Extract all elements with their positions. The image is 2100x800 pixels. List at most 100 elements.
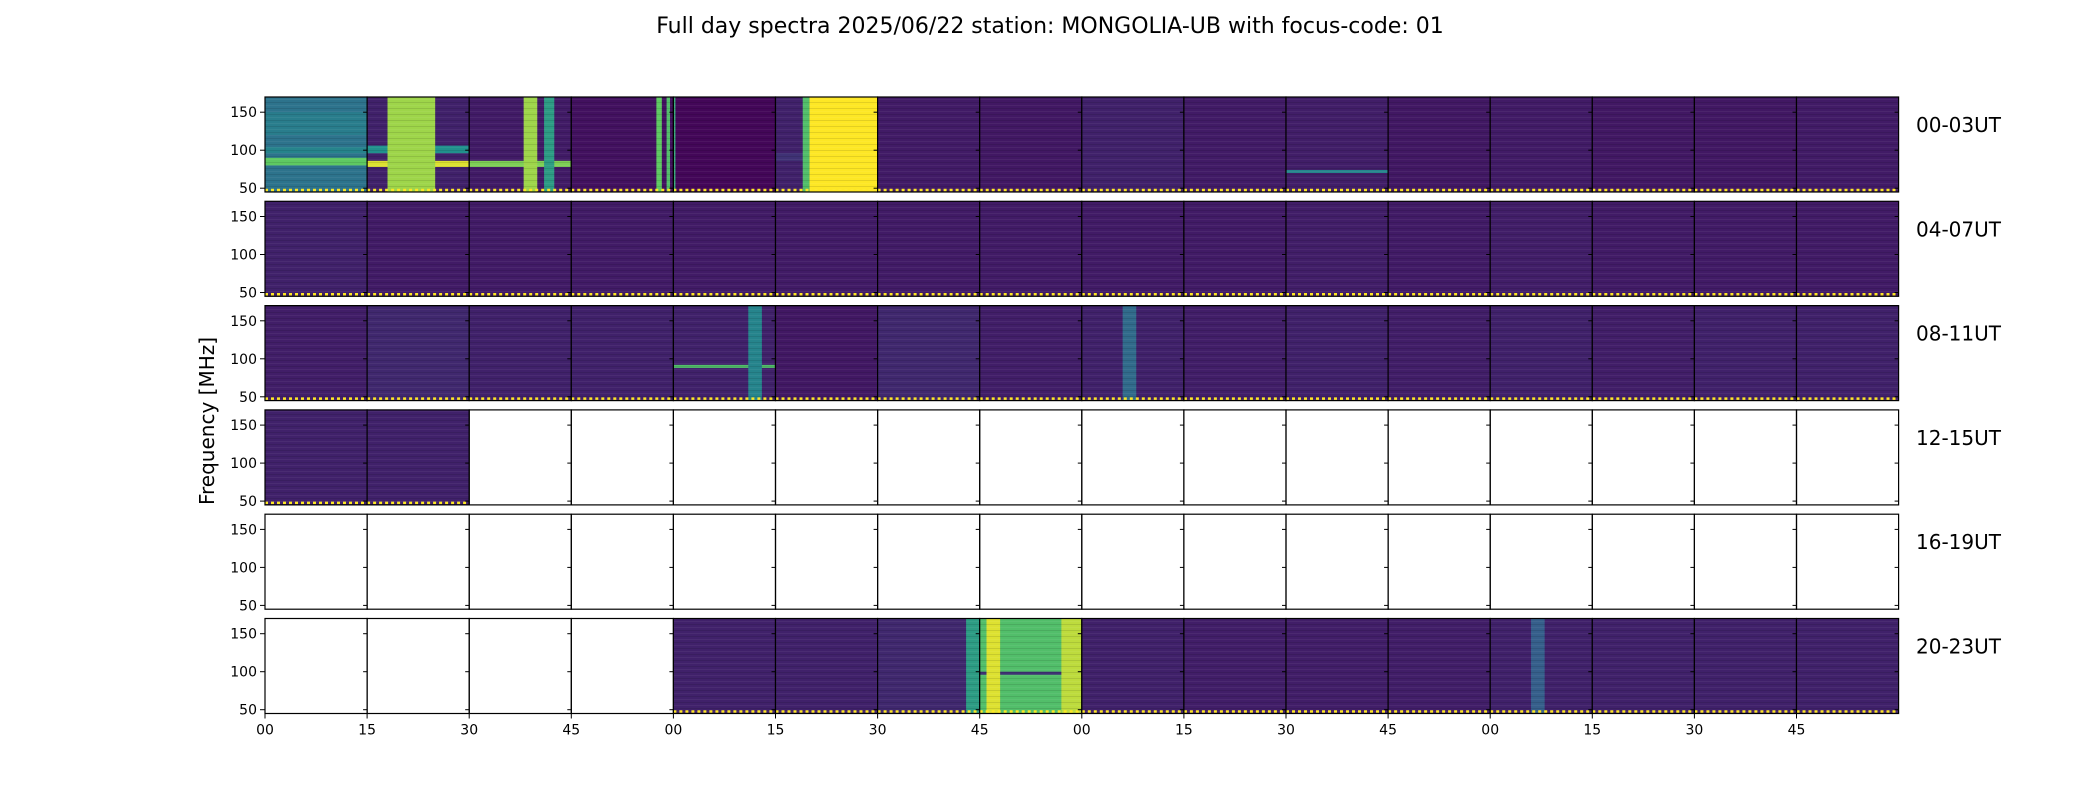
spectrum-panel bbox=[876, 96, 981, 193]
spectrum-texture bbox=[1592, 97, 1695, 192]
spectrum-texture bbox=[1081, 305, 1184, 401]
spectrum-texture bbox=[1183, 201, 1286, 297]
spectrum-texture bbox=[1796, 618, 1899, 714]
x-tick-label: 00 bbox=[1481, 723, 1499, 739]
spectrum-panel bbox=[1591, 513, 1696, 610]
spectrum-panel bbox=[468, 305, 572, 402]
panel-frame bbox=[1183, 513, 1287, 610]
panel-frame bbox=[570, 409, 674, 506]
spectrum-texture bbox=[1490, 201, 1593, 297]
panel-frame bbox=[264, 513, 368, 610]
spectrum-panel bbox=[468, 96, 572, 193]
spectrum-texture bbox=[571, 201, 674, 297]
spectrum-panel bbox=[1081, 200, 1185, 297]
spectrum-texture bbox=[367, 305, 470, 401]
panel-frame bbox=[1795, 513, 1900, 610]
spectrum-panel bbox=[1183, 96, 1287, 193]
row-time-label: 16-19UT bbox=[1916, 530, 2002, 554]
spectrum-panel bbox=[570, 617, 674, 715]
spectrum-panel bbox=[979, 409, 1083, 506]
spectrum-texture bbox=[1286, 97, 1389, 192]
spectrum-panel bbox=[366, 96, 470, 193]
spectrum-panel bbox=[1183, 200, 1287, 297]
figure-title: Full day spectra 2025/06/22 station: MON… bbox=[656, 14, 1444, 39]
spectrum-panel bbox=[1183, 409, 1287, 506]
y-tick-label: 150 bbox=[230, 418, 257, 434]
row-time-label: 20-23UT bbox=[1916, 635, 2002, 659]
spectrum-panel bbox=[876, 513, 981, 610]
y-tick-label: 50 bbox=[239, 390, 257, 406]
spectrum-texture bbox=[1694, 201, 1797, 297]
spectrum-panel bbox=[264, 305, 368, 402]
spectrum-panel bbox=[672, 409, 777, 506]
spectrum-panel bbox=[366, 305, 470, 402]
y-tick-label: 100 bbox=[230, 560, 257, 576]
spectrum-panel bbox=[774, 200, 879, 297]
x-tick-label: 30 bbox=[869, 723, 887, 739]
panel-frame bbox=[1081, 409, 1185, 506]
spectrum-texture bbox=[1081, 618, 1184, 714]
panel-frame bbox=[1795, 409, 1900, 506]
spectrum-texture bbox=[1286, 201, 1389, 297]
spectrum-panel bbox=[672, 96, 777, 193]
spectrum-panel bbox=[1387, 409, 1491, 506]
spectrum-texture bbox=[367, 97, 470, 192]
spectrum-panel bbox=[1285, 96, 1389, 193]
y-axis-label: Frequency [MHz] bbox=[195, 337, 219, 505]
spectrum-texture bbox=[469, 201, 572, 297]
spectrum-panel bbox=[1081, 617, 1185, 715]
spectrum-texture bbox=[1081, 97, 1184, 192]
spectrum-texture bbox=[877, 97, 980, 192]
panel-frame bbox=[876, 409, 981, 506]
spectrum-panel bbox=[876, 617, 981, 715]
panel-frame bbox=[979, 513, 1083, 610]
spectrum-panel bbox=[876, 200, 981, 297]
spectrum-panel bbox=[570, 200, 674, 297]
spectrum-texture bbox=[1286, 618, 1389, 714]
spectrum-texture bbox=[469, 305, 572, 401]
spectrum-panel bbox=[1489, 200, 1593, 297]
spectrum-texture bbox=[979, 305, 1082, 401]
spectrum-texture bbox=[265, 409, 368, 505]
y-tick-label: 150 bbox=[230, 314, 257, 330]
spectrum-texture bbox=[775, 201, 878, 297]
spectra-row: 150 100 50 00-03UT bbox=[230, 96, 2002, 197]
row-time-label: 08-11UT bbox=[1916, 322, 2002, 346]
spectrum-texture bbox=[775, 97, 878, 192]
spectrum-panel bbox=[1693, 96, 1798, 193]
x-tick-label: 15 bbox=[1175, 723, 1193, 739]
spectrum-texture bbox=[775, 305, 878, 401]
spectrum-panel bbox=[264, 96, 368, 193]
spectrum-panel bbox=[366, 409, 470, 506]
spectrum-panel bbox=[1183, 305, 1287, 402]
x-tick-label: 45 bbox=[1379, 723, 1397, 739]
spectrum-panel bbox=[570, 409, 674, 506]
spectrum-panel bbox=[1795, 200, 1900, 297]
x-tick-label: 45 bbox=[1788, 723, 1806, 739]
spectrum-panel bbox=[1387, 617, 1491, 715]
spectrum-panel bbox=[1183, 513, 1287, 610]
spectrum-texture bbox=[673, 305, 776, 401]
spectrum-panel bbox=[570, 96, 674, 193]
spectrum-texture bbox=[1388, 201, 1491, 297]
panel-frame bbox=[570, 513, 674, 610]
panel-frame bbox=[1591, 513, 1696, 610]
spectrum-panel bbox=[1489, 96, 1593, 193]
spectrum-texture bbox=[1796, 97, 1899, 192]
x-tick-label: 45 bbox=[562, 723, 580, 739]
y-tick-label: 50 bbox=[239, 598, 257, 614]
spectrum-texture bbox=[1183, 618, 1286, 714]
panel-frame bbox=[774, 513, 879, 610]
spectrum-panel bbox=[774, 96, 879, 193]
spectrum-texture bbox=[979, 201, 1082, 297]
y-tick-label: 100 bbox=[230, 665, 257, 681]
spectrum-panel bbox=[1081, 96, 1185, 193]
spectrum-panel bbox=[1795, 513, 1900, 610]
spectrum-texture bbox=[673, 97, 776, 192]
spectrum-panel bbox=[1591, 200, 1696, 297]
x-tick-label: 00 bbox=[256, 723, 274, 739]
spectrum-panel bbox=[1489, 305, 1593, 402]
y-tick-label: 150 bbox=[230, 105, 257, 121]
panel-frame bbox=[1693, 513, 1798, 610]
